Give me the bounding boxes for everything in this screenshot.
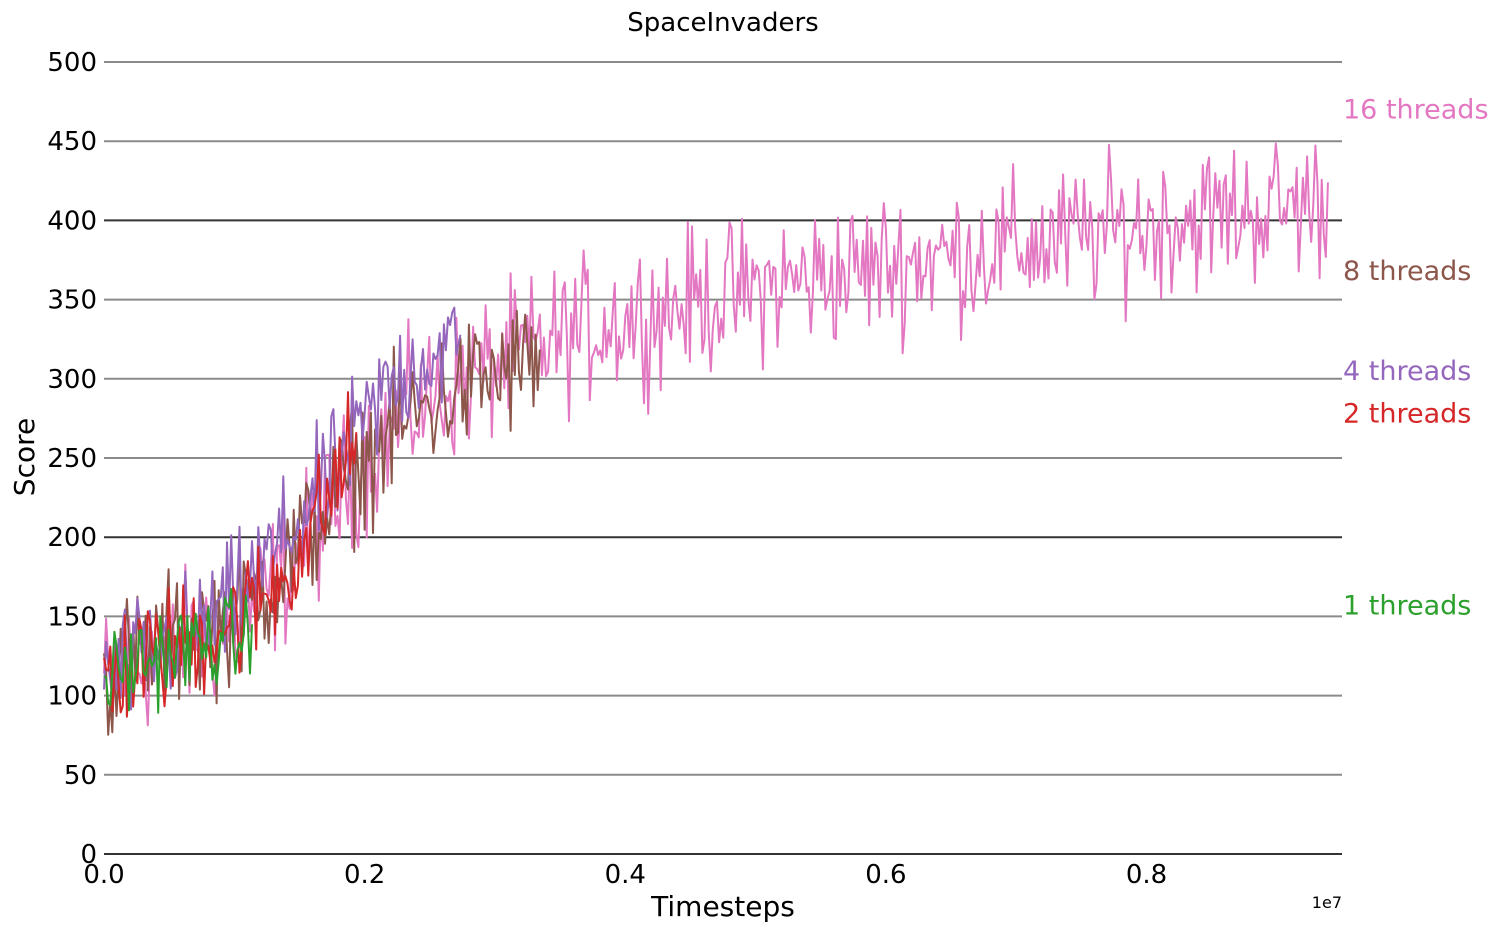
x-tick-label: 0.0	[83, 860, 124, 890]
series-line-1-threads	[103, 588, 253, 714]
series-line-2-threads	[103, 391, 358, 718]
x-tick-label: 0.6	[865, 860, 906, 890]
y-tick-label: 250	[47, 444, 97, 474]
series-label: 4 threads	[1343, 356, 1471, 387]
y-tick-label: 0	[80, 840, 97, 870]
axis-ticks: 0 50 100 150 200 250 300 350 400 450 500 0.0 0.2 0.4 0…	[47, 48, 1167, 890]
series-lines	[103, 142, 1329, 736]
chart-title: SpaceInvaders	[627, 8, 818, 38]
y-tick-label: 450	[47, 127, 97, 157]
x-axis-offset-label: 1e7	[1312, 893, 1342, 912]
x-axis-label: Timesteps	[650, 890, 795, 923]
series-line-16-threads	[103, 142, 1329, 727]
y-tick-label: 500	[47, 48, 97, 78]
y-axis-label: Score	[8, 418, 41, 496]
y-tick-label: 400	[47, 206, 97, 236]
y-tick-label: 150	[47, 602, 97, 632]
series-line-4-threads	[103, 306, 462, 711]
series-labels: 16 threads 8 threads 4 threads 2 threads 1 t…	[1343, 95, 1489, 622]
series-label: 1 threads	[1343, 590, 1471, 621]
y-tick-label: 200	[47, 523, 97, 553]
x-tick-label: 0.4	[605, 860, 646, 890]
x-tick-label: 0.2	[344, 860, 385, 890]
grid-lines	[104, 61, 1342, 855]
series-label: 2 threads	[1343, 399, 1471, 430]
x-tick-label: 0.8	[1126, 860, 1167, 890]
y-tick-label: 100	[47, 682, 97, 712]
y-tick-label: 350	[47, 286, 97, 316]
y-tick-label: 50	[64, 761, 97, 791]
series-label: 16 threads	[1343, 95, 1489, 126]
series-label: 8 threads	[1343, 256, 1471, 287]
y-tick-label: 300	[47, 365, 97, 395]
